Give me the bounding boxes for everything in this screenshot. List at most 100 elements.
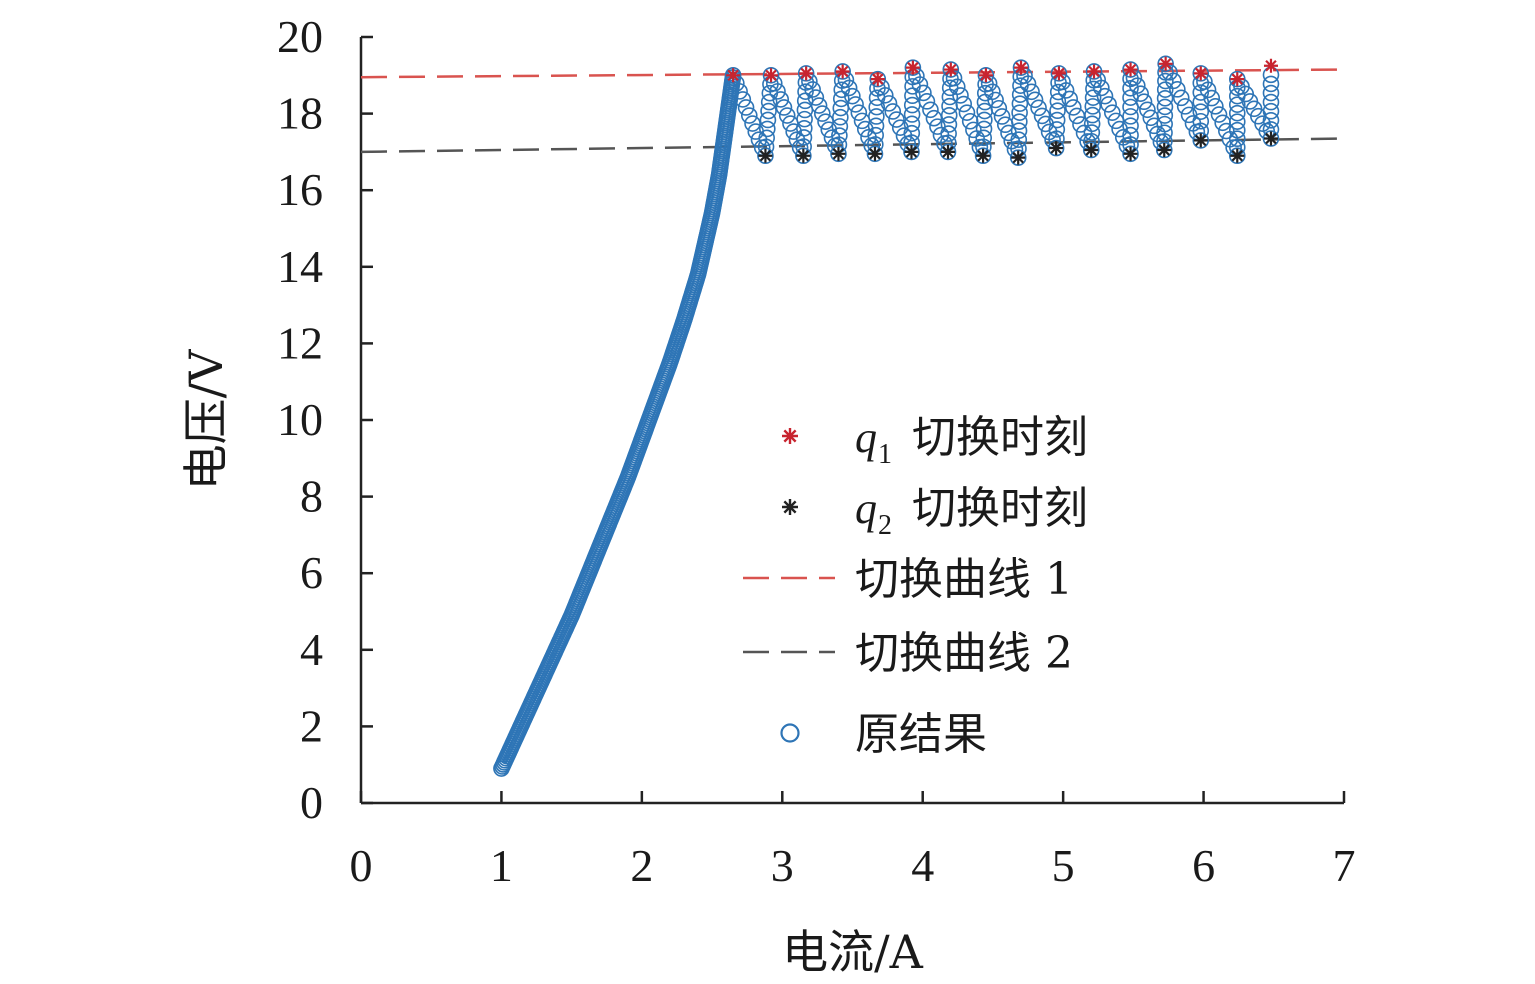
result-point [955, 95, 973, 113]
result-point [1210, 106, 1228, 123]
result-point [1100, 96, 1117, 113]
result-point [831, 127, 848, 144]
result-point [757, 147, 774, 165]
result-point [1228, 130, 1246, 148]
legend-label-var: q [855, 413, 877, 462]
result-point [1010, 131, 1028, 148]
result-point [847, 96, 864, 113]
result-point [831, 118, 849, 135]
result-point [1084, 89, 1102, 106]
result-point [1083, 124, 1101, 141]
q1-star [1193, 66, 1208, 81]
result-point [1262, 112, 1280, 129]
result-point [795, 129, 813, 146]
result-point [759, 120, 776, 138]
result-point [866, 145, 884, 163]
legend-circle-icon [780, 723, 800, 743]
result-point [1023, 83, 1040, 101]
result-point [1228, 113, 1246, 130]
result-point [758, 129, 775, 147]
q2-star [1193, 133, 1208, 148]
result-point [804, 81, 821, 98]
result-point [1139, 101, 1156, 119]
result-point [876, 87, 894, 104]
result-point [744, 115, 761, 132]
legend-item: 切换曲线 1 [743, 554, 1073, 605]
q2-star [831, 146, 846, 161]
legend-label-sub: 1 [878, 439, 892, 470]
result-point [867, 117, 885, 135]
q1-star [905, 60, 920, 75]
result-point [785, 123, 802, 140]
result-point [974, 147, 992, 165]
result-point [922, 101, 939, 119]
result-point [987, 91, 1004, 109]
q2-star [1263, 131, 1278, 146]
result-point [778, 107, 796, 124]
result-point [940, 125, 957, 142]
result-point [1214, 114, 1231, 132]
result-point [965, 121, 982, 139]
q2-star [1049, 141, 1064, 156]
result-point [1155, 141, 1173, 159]
result-point [1122, 117, 1139, 135]
result-point [1203, 89, 1221, 107]
result-point [1011, 104, 1028, 121]
result-point [1085, 80, 1102, 98]
y-tick-label: 10 [277, 394, 323, 445]
result-point [1192, 112, 1210, 130]
legend-label: 切换曲线 2 [855, 628, 1073, 679]
y-tick-label: 8 [300, 471, 323, 522]
result-point [832, 108, 849, 126]
result-point [1011, 95, 1029, 112]
result-point [952, 87, 969, 104]
result-point [903, 143, 920, 161]
q1-star [764, 68, 779, 83]
result-point [940, 116, 958, 133]
result-point [731, 83, 748, 100]
q1_switch_moments-series [726, 56, 1278, 87]
result-point [769, 83, 786, 100]
result-point [1262, 130, 1280, 147]
x-tick-label: 4 [911, 840, 934, 891]
legend-item: 切换曲线 2 [743, 628, 1073, 679]
result-point [1033, 107, 1051, 125]
q1-star [1123, 62, 1138, 77]
legend-item: q 2 切换时刻 [782, 483, 1088, 541]
result-point [797, 65, 815, 82]
result-point [1157, 72, 1174, 90]
legend-star-icon [782, 428, 798, 444]
legend-label: 切换时刻 [912, 412, 1088, 463]
legend-label: 原结果 [855, 709, 987, 760]
result-point [772, 91, 790, 108]
result-point [1169, 81, 1186, 98]
result-point [1047, 139, 1065, 157]
y-tick-label: 20 [277, 11, 323, 62]
result-point [1012, 59, 1030, 76]
result-point [961, 112, 979, 130]
y-tick-label: 18 [277, 88, 323, 139]
switch_curve_1-line [360, 68, 1345, 79]
legend-label-sub: 2 [878, 510, 892, 541]
legend-label: 切换曲线 1 [855, 554, 1073, 605]
result-point [1011, 86, 1029, 103]
result-point [867, 126, 884, 144]
result-point [795, 119, 813, 137]
result-point [869, 70, 887, 88]
result-point [1192, 132, 1210, 149]
result-point [1084, 98, 1102, 115]
result-point [1064, 99, 1082, 116]
result-point [1061, 90, 1078, 108]
legend-star-icon [782, 499, 798, 515]
y-tick-label: 14 [277, 241, 323, 292]
result-point [1128, 77, 1146, 94]
result-point [1085, 63, 1103, 80]
result-point [797, 83, 814, 100]
result-point [830, 145, 847, 163]
q2-star [796, 148, 811, 163]
y-tick-label: 12 [277, 317, 323, 368]
result-point [1122, 108, 1139, 125]
result-point [853, 112, 871, 130]
result-point [1048, 111, 1066, 129]
q2-star [1011, 150, 1026, 165]
